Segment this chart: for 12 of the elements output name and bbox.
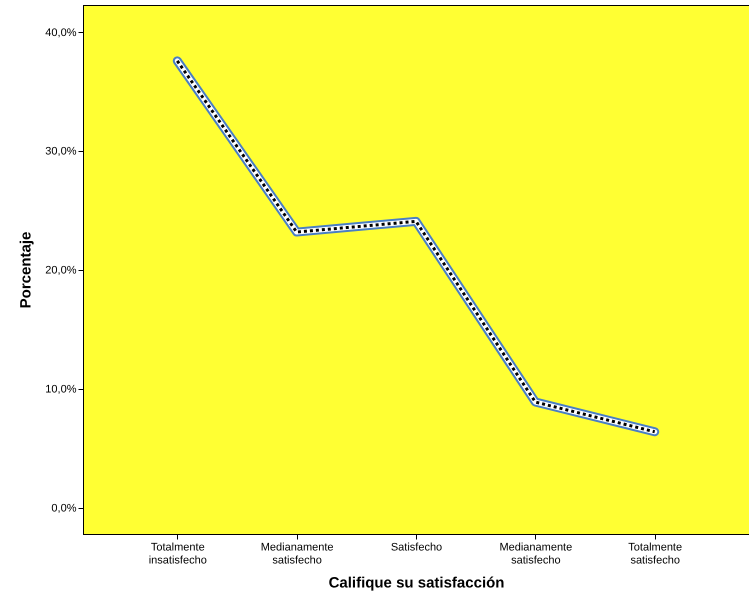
y-axis-title: Porcentaje bbox=[17, 232, 34, 308]
y-tick-label: 40,0% bbox=[45, 26, 77, 39]
x-tick-label: Medianamente satisfecho bbox=[499, 542, 572, 566]
x-tick-label: Totalmente satisfecho bbox=[628, 542, 682, 566]
x-tick-label: Satisfecho bbox=[390, 542, 442, 554]
y-tick-label: 0,0% bbox=[51, 502, 77, 514]
y-tick-label: 10,0% bbox=[45, 383, 77, 396]
y-tick-label: 20,0% bbox=[45, 264, 77, 277]
x-tick-label: Medianamente satisfecho bbox=[260, 542, 334, 566]
x-axis-title: Califique su satisfacción bbox=[328, 574, 504, 592]
y-tick-label: 30,0% bbox=[45, 146, 77, 158]
x-tick-label: Totalmente insatisfecho bbox=[148, 542, 207, 566]
